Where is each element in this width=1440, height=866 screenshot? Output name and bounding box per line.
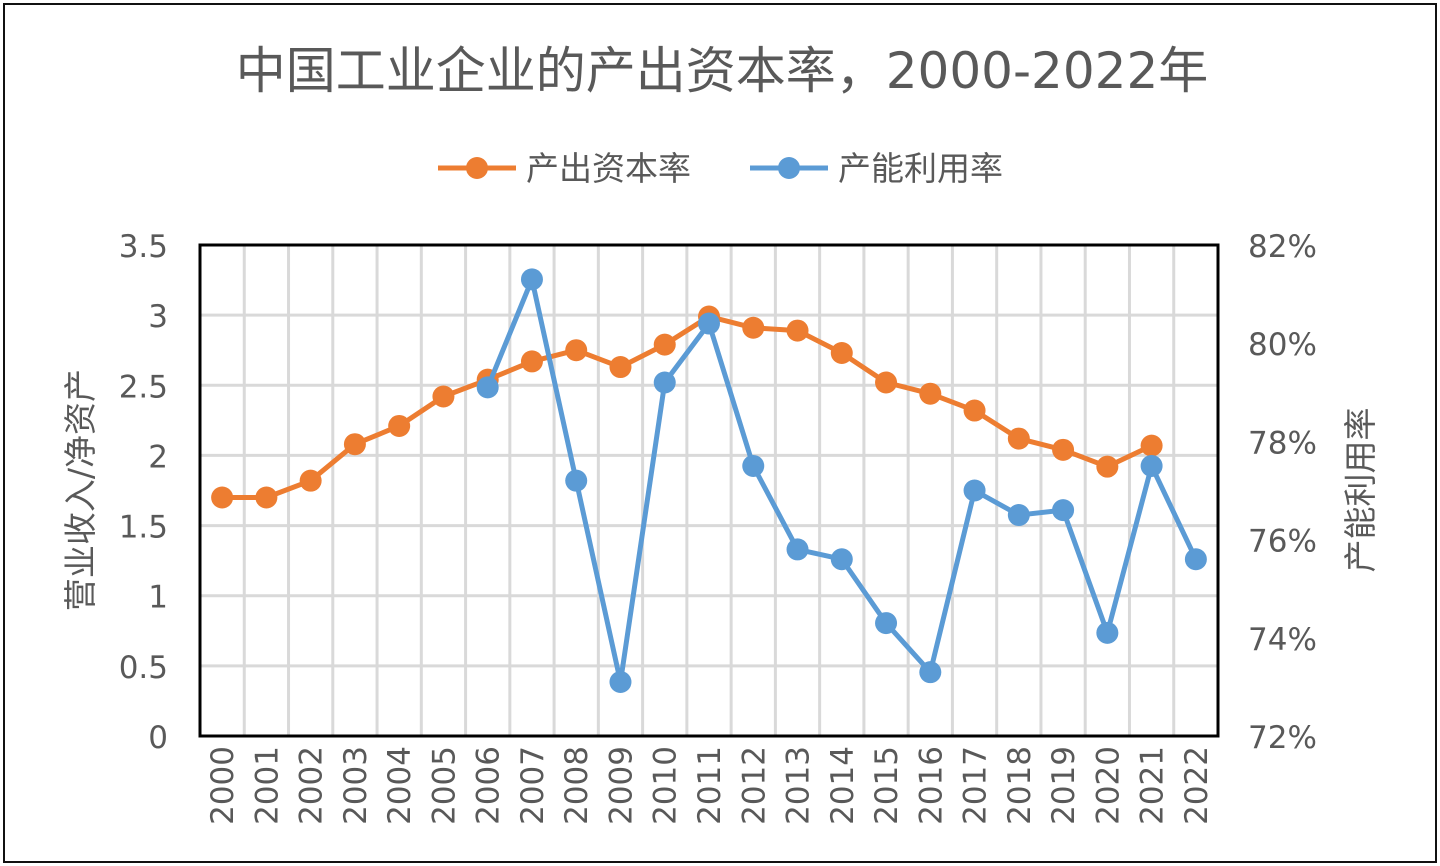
x-tick-label: 2012 [736,746,772,825]
y-left-tick-label: 1.5 [119,510,168,546]
x-tick-label: 2011 [692,746,728,825]
y-right-tick-label: 72% [1248,720,1317,756]
data-point-series-0 [875,371,898,394]
x-tick-label: 2010 [648,746,684,825]
plot-area-border [198,243,1220,738]
data-point-series-0 [299,469,322,492]
data-point-series-0 [388,414,411,437]
x-tick-label: 2014 [825,746,861,825]
data-point-series-0 [786,319,809,342]
data-point-series-0 [1096,455,1119,478]
x-tick-label: 2000 [205,746,241,825]
legend-marker-capacity-utilization [778,157,800,179]
y-right-tick-label: 76% [1248,524,1317,560]
y-axis-left-label: 营业收入/净资产 [61,369,100,611]
chart-title: 中国工业企业的产出资本率，2000-2022年 [236,42,1209,100]
x-tick-label: 2019 [1046,746,1082,825]
x-tick-label: 2022 [1179,746,1215,825]
y-axis-right-label: 产能利用率 [1341,408,1380,573]
x-tick-label: 2001 [249,746,285,825]
data-point-series-0 [1140,434,1163,457]
series-line-0 [222,314,1153,501]
legend-label-output-capital: 产出资本率 [526,149,691,188]
data-point-series-0 [432,385,455,408]
legend: 产出资本率 产能利用率 [438,149,1003,188]
data-point-series-0 [963,399,986,422]
data-point-series-1 [919,661,942,684]
y-right-tick-label: 74% [1248,622,1317,658]
x-tick-label: 2013 [781,746,817,825]
data-point-series-1 [963,479,986,502]
y-left-tick-label: 1 [148,580,168,616]
y-right-tick-label: 80% [1248,327,1317,363]
data-point-series-0 [1052,438,1075,461]
data-point-series-1 [520,268,543,291]
y-right-tick-label: 82% [1248,229,1317,265]
data-point-series-0 [830,342,853,365]
x-tick-label: 2020 [1090,746,1126,825]
y-right-tick-label: 78% [1248,425,1317,461]
x-tick-label: 2007 [515,746,551,825]
x-tick-label: 2021 [1135,746,1171,825]
data-point-series-0 [742,316,765,339]
data-point-series-0 [1007,427,1030,450]
x-tick-label: 2018 [1002,746,1038,825]
data-point-series-0 [211,486,234,509]
data-point-series-1 [698,312,720,335]
x-tick-label: 2017 [958,746,994,825]
data-point-series-1 [742,454,765,477]
y-left-tick-label: 2 [148,439,168,475]
x-tick-label: 2015 [869,746,905,825]
data-point-series-1 [1140,454,1163,477]
data-point-series-1 [786,538,809,561]
x-tick-label: 2003 [338,746,374,825]
data-point-series-1 [1007,504,1030,527]
x-tick-label: 2005 [426,746,462,825]
y-left-tick-label: 0 [148,720,168,756]
data-point-series-1 [653,371,676,394]
data-point-series-1 [830,548,853,571]
data-point-series-1 [1096,621,1119,644]
data-point-series-1 [875,612,898,635]
data-point-series-0 [343,433,366,456]
data-point-series-1 [609,670,632,693]
data-point-series-1 [565,469,588,492]
x-tick-label: 2002 [294,746,330,825]
y-left-tick-label: 0.5 [119,650,168,686]
series-line-1 [485,276,1199,685]
chart-frame [3,3,1437,863]
data-point-series-0 [919,382,942,405]
x-tick-label: 2004 [382,746,418,825]
legend-marker-output-capital [466,157,488,179]
y-left-tick-label: 3 [148,299,168,335]
data-point-series-1 [476,376,499,399]
data-point-series-0 [653,333,676,356]
data-point-series-0 [609,356,632,379]
x-tick-label: 2006 [471,746,507,825]
legend-label-capacity-utilization: 产能利用率 [838,149,1003,188]
x-tick-label: 2016 [913,746,949,825]
data-point-series-0 [565,339,588,362]
y-left-tick-label: 3.5 [119,229,168,265]
x-tick-label: 2008 [559,746,595,825]
data-point-series-0 [520,350,543,373]
x-tick-label: 2009 [603,746,639,825]
data-point-series-1 [1052,499,1075,522]
y-left-tick-label: 2.5 [119,369,168,405]
data-point-series-1 [1184,548,1207,571]
data-point-series-0 [255,486,278,509]
